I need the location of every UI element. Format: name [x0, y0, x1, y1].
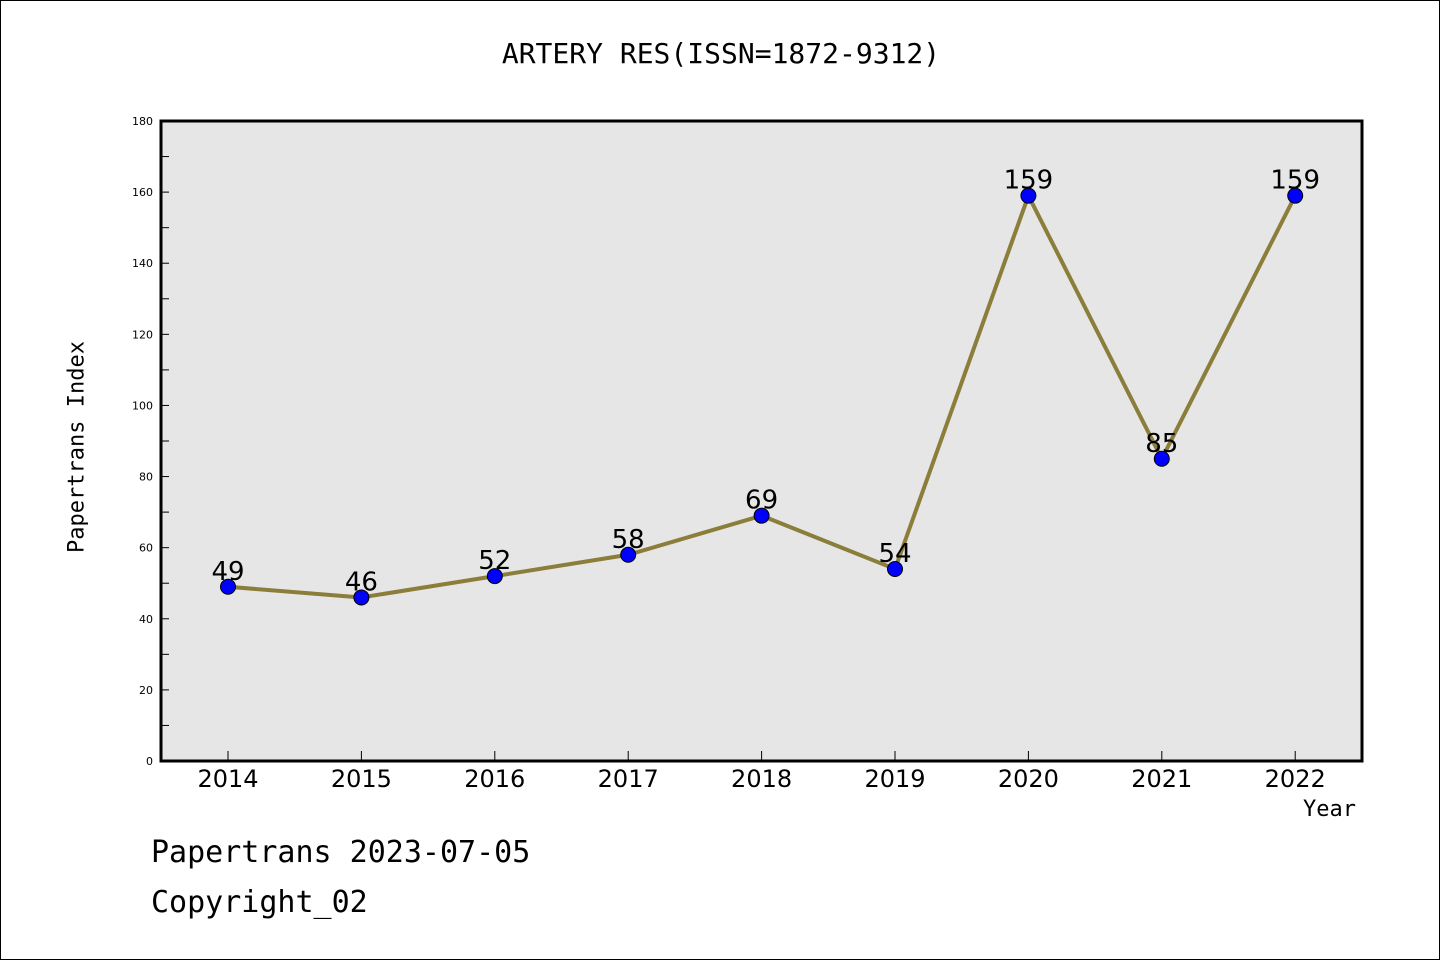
x-tick-label: 2019 — [864, 765, 925, 793]
y-tick-label: 40 — [139, 613, 153, 626]
data-label: 52 — [478, 546, 511, 576]
data-point — [220, 578, 236, 595]
y-tick-label: 80 — [139, 471, 153, 484]
y-tick-label: 20 — [139, 684, 153, 697]
data-point — [1020, 187, 1037, 204]
data-point — [1153, 450, 1170, 467]
footer-copyright: Copyright_02 — [151, 885, 368, 920]
footer-date: Papertrans 2023-07-05 — [151, 835, 531, 870]
chart-title: ARTERY RES(ISSN=1872-9312) — [501, 37, 941, 70]
data-label: 69 — [745, 486, 778, 516]
data-point — [887, 561, 903, 577]
data-label: 58 — [612, 525, 645, 555]
y-axis: 0 20 40 60 80 100 120 140 160 180 — [132, 115, 169, 768]
data-point — [753, 507, 770, 524]
x-tick-label: 2018 — [731, 765, 792, 793]
plot-frame — [159, 119, 1364, 763]
series-markers — [220, 187, 1304, 606]
x-tick-label: 2021 — [1131, 765, 1192, 793]
plot-area — [161, 121, 1362, 761]
y-tick-label: 160 — [132, 186, 153, 199]
data-point — [486, 568, 503, 585]
x-tick-label: 2014 — [197, 765, 258, 793]
x-tick-label: 2017 — [598, 765, 659, 793]
y-tick-label: 180 — [132, 115, 153, 128]
data-label: 54 — [878, 539, 911, 569]
data-label: 49 — [211, 557, 244, 587]
x-tick-label: 2015 — [331, 765, 392, 793]
y-tick-label: 140 — [132, 257, 153, 270]
data-label: 46 — [345, 567, 378, 597]
y-tick-label: 100 — [132, 399, 153, 412]
data-label: 159 — [1004, 166, 1054, 196]
x-tick-label: 2016 — [464, 765, 525, 793]
x-tick-label: 2020 — [998, 765, 1059, 793]
data-point — [353, 589, 370, 606]
data-label: 159 — [1270, 166, 1320, 196]
y-tick-label: 120 — [132, 328, 153, 341]
data-point — [620, 546, 637, 563]
y-tick-label: 0 — [146, 755, 153, 768]
x-tick-label: 2022 — [1265, 765, 1326, 793]
y-tick-label: 60 — [139, 542, 153, 555]
data-point — [1287, 187, 1304, 204]
data-label: 85 — [1145, 429, 1178, 459]
x-axis: 2014 2015 2016 2017 2018 2019 2020 2021 2022 — [197, 751, 1326, 793]
data-labels: 49 46 52 58 69 54 159 85 159 — [211, 166, 1320, 598]
x-axis-label: Year — [1303, 797, 1356, 822]
